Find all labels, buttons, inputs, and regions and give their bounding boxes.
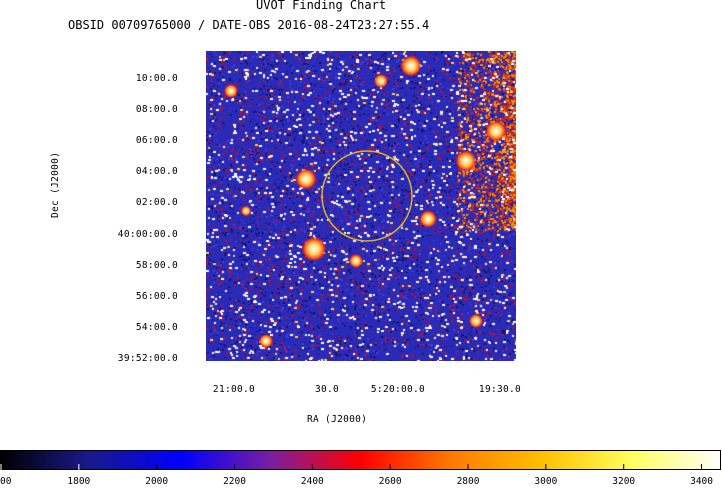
colorbar-tick-label: 2200 [223,476,246,487]
colorbar-tick-label: 2000 [145,476,168,487]
source-region-overlay [321,150,413,242]
x-tick-label: 30.0 [314,384,340,395]
x-tick-label: 5:20:00.0 [370,384,426,395]
chart-title: UVOT Finding Chart [256,0,387,12]
x-tick-label: 21:00.0 [212,384,256,395]
colorbar-tick-label: 2400 [301,476,324,487]
y-tick-label: 02:00.0 [135,197,178,209]
y-tick-label: 56:00.0 [135,290,178,302]
sky-image [206,51,516,361]
y-tick-label: 39:52:00.0 [117,353,178,364]
colorbar-tick-label: 2800 [457,476,480,487]
y-axis-label: Dec (J2000) [50,151,61,218]
colorbar-tick-label: 1800 [67,476,90,487]
y-tick-label: 10:00.0 [135,73,178,84]
y-tick-label: 06:00.0 [135,135,178,147]
colorbar-axis: 00 1800 2000 2200 2400 2600 2800 3000 3200 3400 [0,450,721,487]
y-tick-label: 54:00.0 [135,321,178,333]
colorbar-tick-label: 00 [0,476,12,487]
colorbar-tick-label: 3000 [534,476,557,487]
colorbar-frame [0,450,721,470]
y-tick-label: 04:00.0 [135,166,178,178]
x-tick-label: 19:30.0 [478,384,522,395]
y-tick-label: 58:00.0 [135,259,178,271]
x-axis-label: RA (J2000) [307,414,368,425]
colorbar-tick-label: 2600 [379,476,402,487]
colorbar-tick-label: 3200 [612,476,635,487]
colorbar [0,450,722,470]
y-tick-label: 08:00.0 [135,104,178,116]
y-tick-label: 40:00:00.0 [117,228,178,240]
chart-subtitle: OBSID 00709765000 / DATE-OBS 2016-08-24T… [68,18,430,32]
source-region-circle [321,150,413,242]
colorbar-tick-label: 3400 [690,476,713,487]
